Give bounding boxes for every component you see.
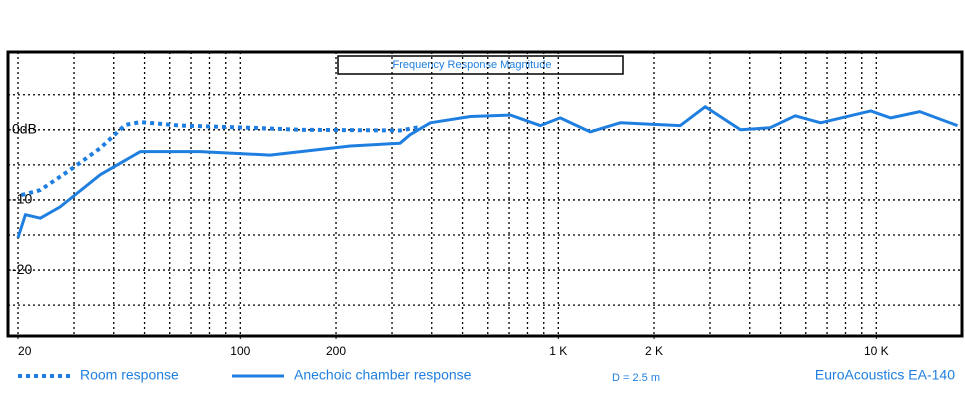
annotation: EuroAcoustics EA-140 (815, 367, 955, 383)
x-tick-label: 2 K (645, 344, 663, 358)
x-tick-label: 10 K (864, 344, 889, 358)
legend-label: Anechoic chamber response (294, 367, 472, 383)
series-line (20, 120, 421, 198)
y-tick-label: 0dB (12, 121, 37, 137)
y-tick-label: -20 (12, 261, 32, 277)
x-tick-label: 200 (326, 344, 346, 358)
legend-label: Room response (80, 367, 179, 383)
chart-title: Frequency Response Magnitude (393, 59, 552, 71)
title-box (337, 55, 624, 75)
plot-frame (6, 50, 964, 338)
annotation: D = 2.5 m (612, 372, 660, 384)
y-tick-label: -10 (12, 191, 32, 207)
x-tick-label: 100 (230, 344, 250, 358)
series-line (16, 105, 959, 239)
x-tick-label: 20 (18, 344, 32, 358)
x-tick-label: 1 K (549, 344, 567, 358)
